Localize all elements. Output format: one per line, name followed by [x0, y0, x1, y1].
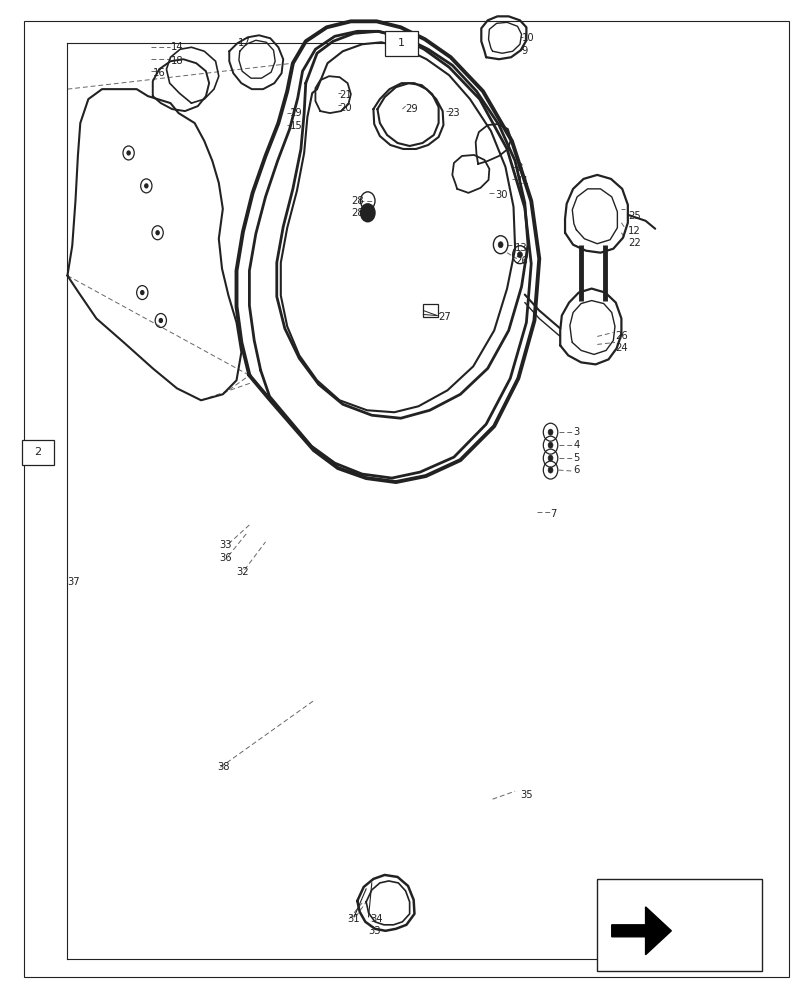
- Circle shape: [548, 442, 553, 448]
- Text: 12: 12: [628, 226, 641, 236]
- Text: 36: 36: [219, 553, 231, 563]
- Text: 26: 26: [615, 331, 628, 341]
- Circle shape: [127, 151, 130, 155]
- Circle shape: [499, 242, 503, 248]
- Text: 8: 8: [517, 163, 523, 173]
- Text: 6: 6: [573, 465, 579, 475]
- Circle shape: [548, 467, 553, 473]
- Text: 17: 17: [238, 38, 250, 48]
- Polygon shape: [612, 907, 671, 955]
- Circle shape: [159, 319, 162, 322]
- Circle shape: [141, 291, 144, 295]
- Text: 9: 9: [521, 46, 528, 56]
- Bar: [597, 879, 762, 971]
- Text: 22: 22: [628, 238, 641, 248]
- Text: 16: 16: [153, 68, 166, 78]
- Bar: [423, 304, 438, 317]
- Text: 23: 23: [448, 108, 460, 118]
- Text: 34: 34: [370, 914, 383, 924]
- Text: 24: 24: [615, 343, 628, 353]
- Text: 3: 3: [573, 427, 579, 437]
- Text: 10: 10: [521, 33, 534, 43]
- Text: 27: 27: [438, 312, 451, 322]
- Text: 37: 37: [67, 577, 80, 587]
- Text: 2: 2: [34, 447, 41, 457]
- Text: 29: 29: [406, 104, 419, 114]
- Bar: [385, 31, 418, 56]
- Circle shape: [548, 455, 553, 461]
- Text: 19: 19: [289, 108, 302, 118]
- Text: 33: 33: [219, 540, 231, 550]
- Circle shape: [518, 252, 522, 258]
- Text: 11: 11: [517, 176, 529, 186]
- Text: 1: 1: [398, 38, 405, 48]
- Text: 31: 31: [347, 914, 360, 924]
- Bar: [22, 440, 53, 465]
- Text: 15: 15: [289, 121, 302, 131]
- Circle shape: [145, 184, 148, 188]
- Text: 38: 38: [217, 762, 229, 772]
- Text: 26: 26: [516, 256, 528, 266]
- Text: 13: 13: [516, 243, 528, 253]
- Text: 14: 14: [170, 42, 183, 52]
- Text: 30: 30: [495, 190, 507, 200]
- Text: 5: 5: [573, 453, 579, 463]
- Text: 18: 18: [170, 56, 183, 66]
- Text: 21: 21: [339, 90, 352, 100]
- Text: 20: 20: [339, 103, 352, 113]
- Text: 7: 7: [550, 509, 557, 519]
- Text: 4: 4: [573, 440, 579, 450]
- Circle shape: [156, 231, 159, 235]
- Text: 33: 33: [368, 926, 381, 936]
- Text: 28: 28: [351, 208, 364, 218]
- Text: 25: 25: [628, 211, 641, 221]
- Circle shape: [548, 429, 553, 435]
- Text: 28: 28: [351, 196, 364, 206]
- Circle shape: [360, 204, 375, 222]
- Text: 32: 32: [237, 567, 249, 577]
- Text: 35: 35: [521, 790, 533, 800]
